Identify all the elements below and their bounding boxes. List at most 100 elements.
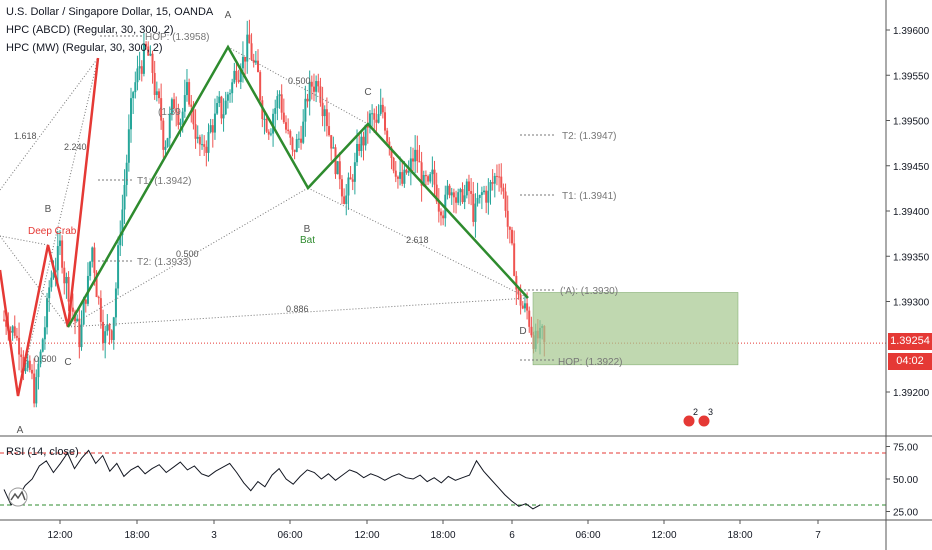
rsi-legend[interactable]: RSI (14, close) [6, 446, 79, 458]
candle-body [127, 129, 130, 163]
candle-body [455, 197, 458, 203]
candle-body [235, 70, 238, 80]
candle-body [360, 136, 363, 152]
candle-body [480, 192, 483, 196]
candle-body [472, 193, 475, 222]
candle-body [353, 162, 356, 182]
candle-body [211, 125, 214, 133]
main-price-pane[interactable]: T1: (1.3942) T2: (1.3933) T2: (1.3947) T1: … [0, 10, 886, 436]
hpc-abcd-legend[interactable]: HPC (ABCD) (Regular, 30, 300, 2) [6, 24, 174, 36]
candle-body [121, 209, 124, 236]
candle-body [188, 82, 191, 105]
candle-body [175, 108, 178, 113]
candle-body [319, 86, 322, 103]
candle-body [63, 267, 66, 284]
candle-body [470, 191, 473, 194]
rsi-pane[interactable] [0, 449, 886, 510]
candle-body [231, 82, 234, 94]
candle-body [474, 203, 477, 222]
candle-body [276, 96, 279, 109]
rsi-tick-label: 50.00 [893, 475, 918, 486]
candle-body [371, 113, 374, 115]
candle-body [164, 146, 167, 150]
candle-body [30, 369, 33, 374]
candle-body [162, 120, 165, 150]
time-tick-label: 12:00 [47, 530, 72, 541]
candle-body [140, 66, 143, 74]
candle-body [248, 34, 251, 44]
candle-body [114, 288, 117, 318]
candle-body [95, 272, 98, 298]
fib-connector-line [0, 235, 69, 328]
hpc-mw-legend[interactable]: HPC (MW) (Regular, 30, 300, 2) [6, 42, 163, 54]
candle-body [201, 144, 204, 146]
candle-body [104, 331, 107, 344]
candle-body [50, 277, 53, 288]
target-zone [532, 292, 739, 366]
candle-body [226, 94, 229, 101]
candle-body [153, 72, 156, 95]
candle-body [99, 298, 102, 322]
candle-body [222, 114, 225, 119]
candle-body [340, 179, 343, 197]
candle-body [420, 162, 423, 186]
pattern-point-label: D [519, 326, 526, 337]
candle-body [267, 131, 270, 135]
deep-crab-pattern-label: Deep Crab [28, 226, 77, 237]
candle-body [409, 158, 412, 172]
countdown-tag: 04:02 [888, 353, 932, 370]
pattern-point-label: C [64, 357, 71, 368]
candle-body [379, 104, 382, 114]
candle-body [500, 176, 503, 188]
candle-body [151, 53, 154, 73]
chart-logo-glyph [10, 490, 26, 501]
candle-body [351, 179, 354, 182]
candle-body [450, 192, 453, 196]
candle-body [244, 56, 247, 62]
candle-body [274, 108, 277, 114]
candle-body [5, 319, 8, 327]
candle-body [80, 324, 83, 348]
candle-body [325, 109, 328, 127]
candle-body [278, 94, 281, 97]
candle-body [511, 229, 514, 244]
candle-body [168, 113, 171, 139]
symbol-legend[interactable]: U.S. Dollar / Singapore Dollar, 15, OAND… [6, 6, 214, 18]
candle-body [37, 363, 40, 378]
candle-body [487, 190, 490, 203]
rsi-tick-label: 75.00 [893, 443, 918, 454]
candle-body [435, 184, 438, 202]
candle-body [467, 181, 470, 192]
candle-body [78, 318, 81, 348]
target-label-t1-right: T1: (1.3941) [562, 191, 616, 202]
candle-body [166, 138, 169, 147]
candle-body [265, 118, 268, 132]
fib-connector-line [0, 57, 99, 191]
candle-body [130, 98, 133, 130]
target-label-t1-left: T1: (1.3942) [137, 176, 191, 187]
candle-body [358, 143, 361, 152]
candle-body [295, 139, 298, 152]
pattern-point-label: B [45, 204, 52, 215]
candle-body [67, 276, 70, 302]
candle-body [71, 307, 74, 312]
candle-body [399, 172, 402, 179]
candle-body [3, 319, 5, 321]
candle-body [241, 56, 244, 69]
candle-body [119, 235, 122, 246]
candle-body [173, 99, 176, 109]
target-label-t2-right: T2: (1.3947) [562, 131, 616, 142]
time-tick-label: 12:00 [651, 530, 676, 541]
time-tick-label: 6 [509, 530, 515, 541]
candle-body [345, 195, 348, 204]
candle-body [306, 98, 309, 102]
economic-event-flag-icon [682, 414, 696, 428]
candle-body [411, 158, 414, 162]
candle-body [97, 297, 100, 299]
candle-body [414, 149, 417, 162]
pattern-point-label: C [364, 87, 371, 98]
candle-body [442, 215, 445, 219]
candle-body [368, 113, 371, 128]
candle-body [422, 175, 425, 186]
